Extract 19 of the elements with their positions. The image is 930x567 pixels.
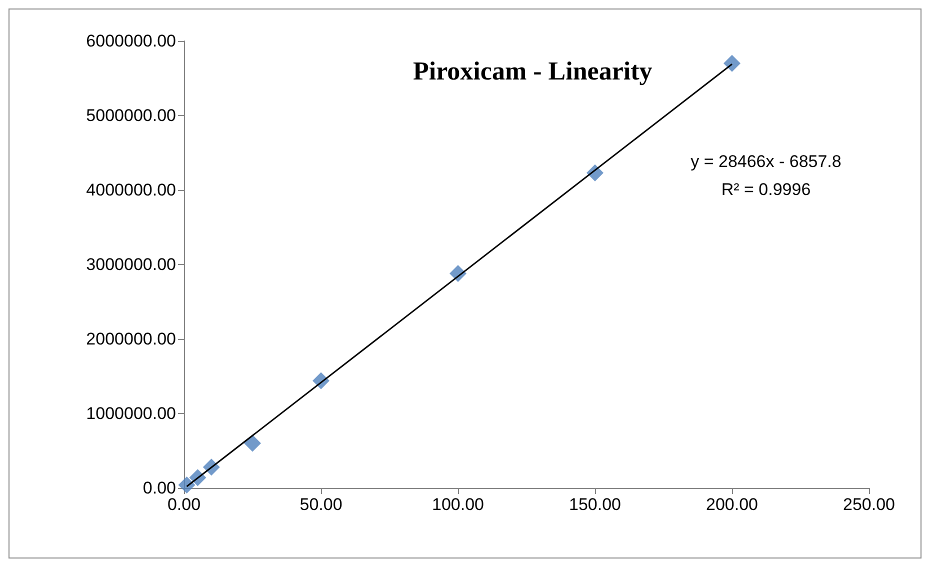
point [724, 54, 740, 72]
y-tick-label: 4000000.00 [86, 180, 176, 200]
text: Piroxicam - Linearity [413, 56, 652, 86]
x-tick-label: 200.00 [706, 495, 758, 514]
y-tick-label: 5000000.00 [86, 106, 176, 125]
point [178, 476, 196, 494]
x-tick-label: 150.00 [569, 495, 621, 514]
annotation: y = 28466x - 6857.8 [690, 152, 842, 171]
x-tick-label: 0.00 [167, 495, 201, 514]
point [244, 434, 261, 452]
y-tick-label: 0.00 [142, 478, 176, 498]
y-tick-label: 3000000.00 [86, 255, 176, 274]
y-tick-label: 2000000.00 [86, 330, 176, 348]
annotation: R² = 0.9996 [721, 180, 811, 199]
x-tick-label: 50.00 [300, 495, 342, 514]
x-tick-label: 100.00 [432, 495, 484, 514]
x-tick-label: 250.00 [843, 495, 895, 514]
y-tick-label: 1000000.00 [86, 404, 176, 423]
y-tick-label: 6000000.00 [86, 32, 176, 50]
